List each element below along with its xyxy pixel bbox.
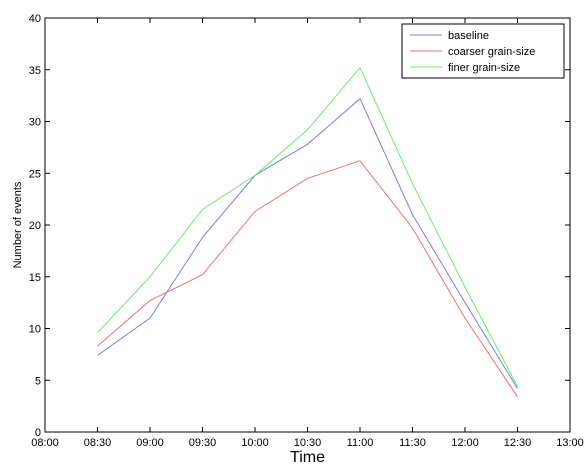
y-tick-label: 30 (29, 117, 41, 129)
y-tick-label: 15 (29, 272, 41, 284)
y-axis: 0 5 10 15 20 25 30 35 40 (29, 13, 570, 439)
x-tick-label: 11:00 (347, 437, 374, 449)
series-layer (97, 66, 518, 398)
plot-frame (44, 17, 571, 433)
x-axis: 08:00 08:30 09:00 09:30 10:00 10:30 11:00 11:30… (31, 18, 584, 449)
series-line-0 (97, 97, 518, 389)
legend-label: coarser grain-size (448, 46, 535, 58)
y-tick-label: 35 (29, 65, 41, 77)
x-tick-label: 09:30 (189, 437, 217, 449)
series-line-2 (97, 66, 518, 387)
series-line-1 (97, 160, 518, 398)
y-tick-label: 10 (29, 324, 41, 336)
legend-label: baseline (448, 30, 489, 42)
x-tick-label: 08:30 (84, 437, 112, 449)
plot-area (44, 17, 571, 433)
y-tick-label: 5 (35, 375, 41, 387)
x-tick-label: 11:30 (399, 437, 426, 449)
x-tick-label: 12:30 (504, 437, 532, 449)
y-tick-label: 20 (29, 220, 41, 232)
legend: baseline coarser grain-size finer grain-si… (401, 23, 565, 79)
x-tick-label: 08:00 (31, 437, 59, 449)
y-tick-label: 40 (29, 13, 41, 25)
x-tick-label: 10:00 (241, 437, 269, 449)
legend-label: finer grain-size (448, 62, 520, 74)
y-tick-label: 25 (29, 168, 41, 180)
x-tick-label: 12:00 (451, 437, 479, 449)
x-axis-title: Time (290, 449, 325, 465)
x-tick-label: 10:30 (294, 437, 322, 449)
x-tick-label: 09:00 (136, 437, 164, 449)
y-axis-title: Number of events (12, 181, 24, 268)
x-tick-label: 13:00 (556, 437, 584, 449)
y-tick-label: 0 (35, 427, 41, 439)
